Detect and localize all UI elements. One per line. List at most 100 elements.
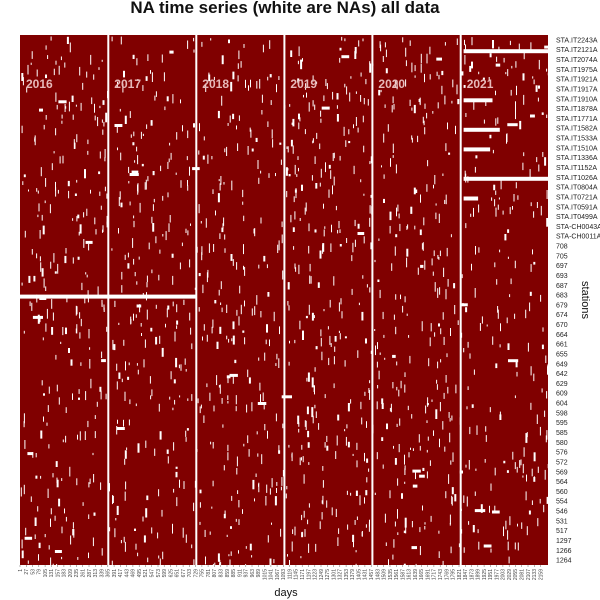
na-cell xyxy=(114,528,116,538)
na-cell xyxy=(314,156,316,164)
na-cell xyxy=(384,357,386,360)
na-cell xyxy=(109,483,110,492)
na-cell xyxy=(439,402,441,412)
na-cell xyxy=(507,530,509,540)
y-tick-label: 661 xyxy=(556,342,568,349)
y-tick-label: 564 xyxy=(556,479,568,486)
na-cell xyxy=(251,402,253,412)
na-cell xyxy=(55,92,57,102)
na-cell xyxy=(343,126,345,136)
na-cell xyxy=(144,182,146,190)
na-cell xyxy=(294,339,296,344)
x-tick-label: 833 xyxy=(219,569,225,578)
na-cell xyxy=(61,526,63,534)
na-cell xyxy=(126,447,128,450)
na-cell xyxy=(530,202,532,207)
na-cell xyxy=(405,47,407,57)
na-cell xyxy=(289,340,290,344)
na-cell xyxy=(346,86,348,95)
na-cell xyxy=(414,65,416,72)
na-cell xyxy=(458,543,460,548)
na-cell xyxy=(38,542,41,549)
na-cell xyxy=(121,285,123,293)
na-cell xyxy=(181,242,183,247)
na-cell xyxy=(236,262,238,270)
na-cell xyxy=(506,317,508,324)
na-cell xyxy=(478,247,480,253)
na-cell xyxy=(398,213,400,219)
na-cell xyxy=(536,157,538,163)
na-cell xyxy=(185,430,187,437)
na-cell xyxy=(392,155,394,158)
na-cell xyxy=(168,223,170,232)
na-cell xyxy=(39,317,41,323)
na-cell xyxy=(538,85,540,89)
x-tick-label: 1379 xyxy=(350,569,356,580)
na-cell xyxy=(232,335,235,345)
na-cell xyxy=(278,358,280,368)
na-cell xyxy=(427,397,429,407)
na-cell xyxy=(170,371,172,380)
na-cell xyxy=(179,262,181,270)
na-cell xyxy=(289,560,290,570)
na-cell xyxy=(247,146,249,155)
na-cell xyxy=(101,548,103,556)
na-cell xyxy=(52,563,54,567)
na-cell xyxy=(152,171,155,176)
na-cell xyxy=(310,276,312,284)
na-cell xyxy=(378,370,380,380)
x-tick-label: 937 xyxy=(244,569,250,578)
na-cell xyxy=(519,120,522,130)
na-cell xyxy=(512,206,513,210)
na-cell xyxy=(136,146,138,152)
na-cell xyxy=(207,154,209,164)
na-cell xyxy=(426,184,428,192)
x-tick-label: 1405 xyxy=(357,569,363,580)
na-cell xyxy=(51,163,53,171)
na-cell xyxy=(440,328,442,335)
na-cell xyxy=(454,305,456,315)
na-cell xyxy=(339,244,342,247)
na-cell xyxy=(290,214,292,223)
na-cell xyxy=(76,179,78,183)
na-cell xyxy=(111,560,113,570)
x-tick-label: 1873 xyxy=(469,569,475,580)
na-cell xyxy=(472,525,475,533)
na-cell xyxy=(465,223,467,229)
na-cell xyxy=(69,42,71,53)
na-cell xyxy=(509,516,511,526)
na-cell xyxy=(150,120,153,126)
na-cell xyxy=(35,453,37,458)
x-tick-label: 1015 xyxy=(262,569,268,580)
na-cell xyxy=(242,509,243,514)
year-separator xyxy=(371,35,374,565)
na-cell xyxy=(316,132,318,139)
na-cell xyxy=(362,275,364,279)
na-cell xyxy=(444,95,446,105)
na-cell xyxy=(51,299,53,309)
na-cell xyxy=(352,534,355,542)
na-cell xyxy=(259,382,261,391)
na-cell xyxy=(182,527,184,538)
na-cell xyxy=(315,543,317,552)
na-cell xyxy=(265,339,267,345)
x-tick-label: 1587 xyxy=(400,569,406,580)
na-cell xyxy=(546,496,549,504)
na-cell xyxy=(238,550,239,554)
na-cell xyxy=(263,255,266,262)
na-cell xyxy=(313,385,315,392)
na-cell xyxy=(230,526,232,529)
na-cell xyxy=(419,474,425,478)
na-cell xyxy=(212,480,214,487)
na-cell xyxy=(244,266,246,276)
na-cell xyxy=(450,460,452,465)
na-cell xyxy=(464,55,466,65)
na-cell xyxy=(411,107,413,111)
na-cell xyxy=(180,364,182,371)
na-cell xyxy=(127,376,130,380)
na-cell xyxy=(272,139,274,148)
na-cell xyxy=(176,325,178,329)
na-cell xyxy=(179,395,181,398)
na-cell xyxy=(23,413,25,424)
na-cell xyxy=(103,121,105,127)
